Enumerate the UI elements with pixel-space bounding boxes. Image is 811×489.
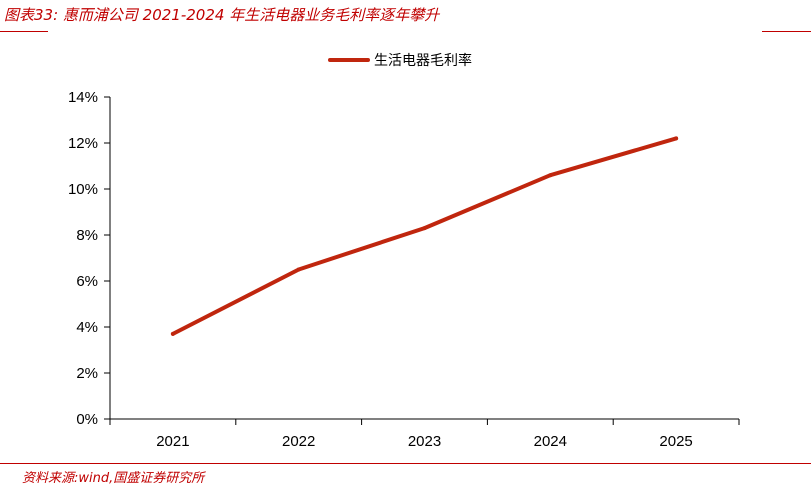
y-tick-label: 8% <box>76 227 98 244</box>
data-point <box>296 267 301 272</box>
y-tick-label: 2% <box>76 365 98 382</box>
x-tick-labels: 2021 2022 2023 2024 2025 <box>156 433 693 450</box>
y-tick-label: 14% <box>68 89 98 106</box>
y-tick-label: 10% <box>68 181 98 198</box>
data-point <box>548 173 553 178</box>
y-tick-labels: 0% 2% 4% 6% 8% 10% 12% 14% <box>68 89 98 428</box>
y-tick-label: 0% <box>76 411 98 428</box>
data-point <box>422 226 427 231</box>
source-note: 资料来源:wind,国盛证券研究所 <box>22 471 205 486</box>
x-tick-label: 2021 <box>156 433 189 450</box>
legend-label: 生活电器毛利率 <box>374 53 472 69</box>
x-tick-label: 2023 <box>408 433 441 450</box>
title-rule-right <box>762 31 811 32</box>
data-point <box>674 136 679 141</box>
chart-legend: 生活电器毛利率 <box>328 50 472 70</box>
y-tick-label: 4% <box>76 319 98 336</box>
title-rule-left <box>0 31 48 32</box>
series-line <box>170 136 679 336</box>
data-point <box>170 331 175 336</box>
x-tick-label: 2024 <box>534 433 567 450</box>
figure-title: 图表33: 惠而浦公司 2021-2024 年生活电器业务毛利率逐年攀升 <box>4 6 440 24</box>
chart-series <box>170 136 679 336</box>
chart-axes <box>104 96 740 425</box>
legend-swatch <box>328 58 370 62</box>
y-tick-label: 12% <box>68 135 98 152</box>
x-tick-label: 2022 <box>282 433 315 450</box>
x-tick-label: 2025 <box>659 433 692 450</box>
y-tick-label: 6% <box>76 273 98 290</box>
footer-rule <box>0 463 811 464</box>
